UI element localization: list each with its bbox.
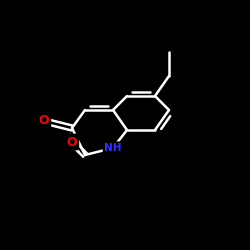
Text: O: O — [67, 136, 77, 148]
Text: NH: NH — [104, 143, 122, 153]
Text: O: O — [39, 114, 49, 128]
